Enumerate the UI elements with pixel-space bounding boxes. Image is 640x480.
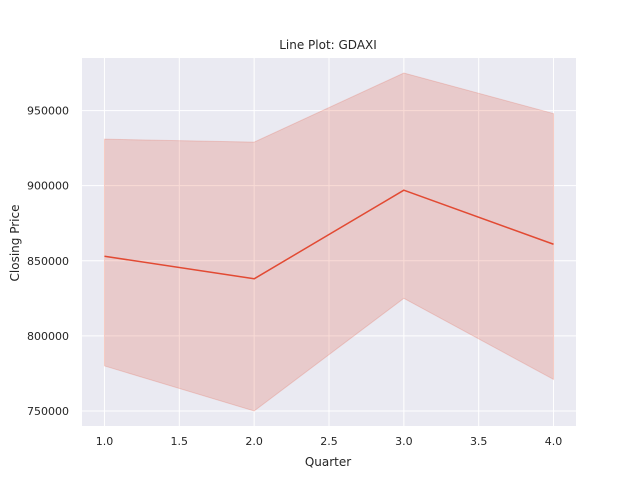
y-tick-label: 750000 [27,405,69,418]
x-tick-label: 3.0 [395,435,413,448]
series-line-layer [104,189,554,280]
y-tick-label: 950000 [27,105,69,118]
x-tick-label: 2.0 [245,435,263,448]
confidence-band [103,72,555,412]
y-axis-ticks: 750000 800000 850000 900000 950000 [27,105,69,418]
x-tick-label: 1.5 [171,435,189,448]
series-line [104,189,554,280]
chart-title: Line Plot: GDAXI [279,38,377,52]
grid-lines [82,58,576,426]
x-tick-label: 1.0 [96,435,114,448]
x-tick-label: 3.5 [470,435,488,448]
y-tick-label: 850000 [27,255,69,268]
x-axis-ticks: 1.0 1.5 2.0 2.5 3.0 3.5 4.0 [96,435,563,448]
confidence-band-layer [103,72,555,412]
y-tick-label: 900000 [27,180,69,193]
y-tick-label: 800000 [27,330,69,343]
x-axis-label: Quarter [305,455,351,469]
y-axis-label: Closing Price [8,205,22,282]
x-tick-label: 2.5 [320,435,338,448]
x-tick-label: 4.0 [545,435,563,448]
